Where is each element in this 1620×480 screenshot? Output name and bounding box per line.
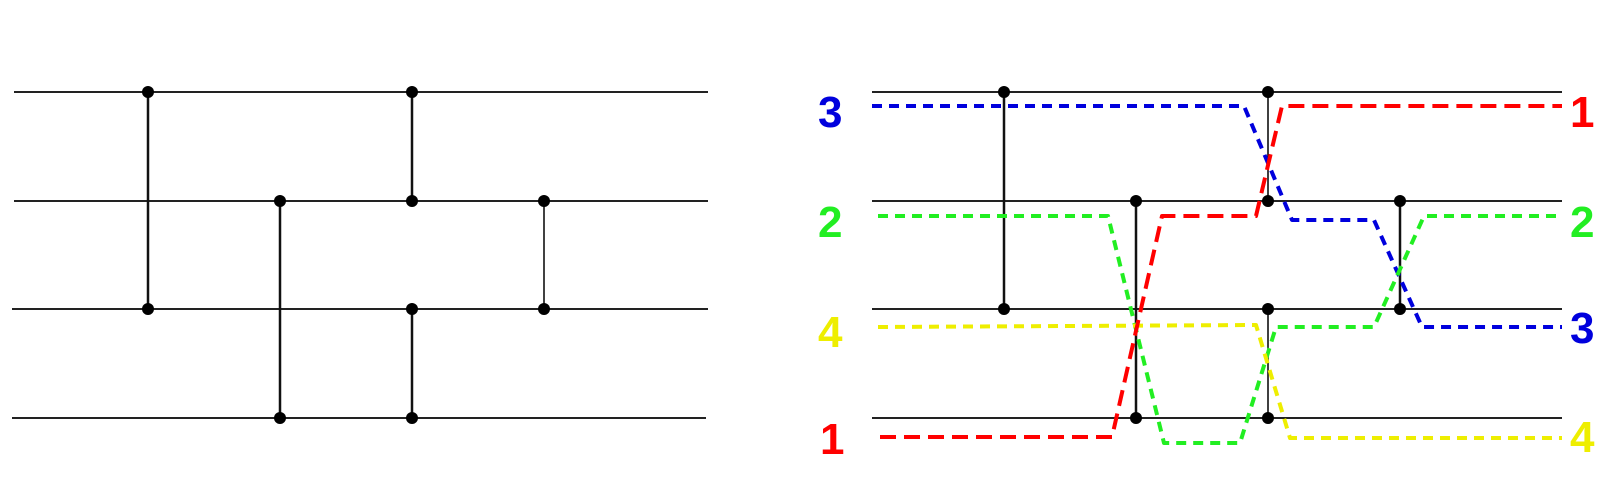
trace-value-4-yellow xyxy=(878,325,1562,438)
output-label-2: 2 xyxy=(1570,198,1594,247)
input-label-2: 2 xyxy=(818,198,842,247)
input-label-4: 1 xyxy=(820,415,844,464)
right-junction-dots xyxy=(998,86,1406,424)
trace-value-1-red xyxy=(880,106,1562,437)
output-label-4: 4 xyxy=(1570,413,1595,462)
output-label-3: 3 xyxy=(1570,304,1594,353)
left-comparator-2-3 xyxy=(538,195,550,315)
left-comparator-1-2 xyxy=(406,86,418,207)
right-network: 3 2 4 1 1 2 3 4 xyxy=(818,86,1595,464)
input-label-1: 3 xyxy=(818,88,842,137)
input-label-3: 4 xyxy=(818,308,843,357)
output-label-1: 1 xyxy=(1570,88,1594,137)
left-comparator-3-4 xyxy=(406,303,418,424)
trace-value-2-green xyxy=(878,216,1562,443)
left-network xyxy=(12,86,708,424)
